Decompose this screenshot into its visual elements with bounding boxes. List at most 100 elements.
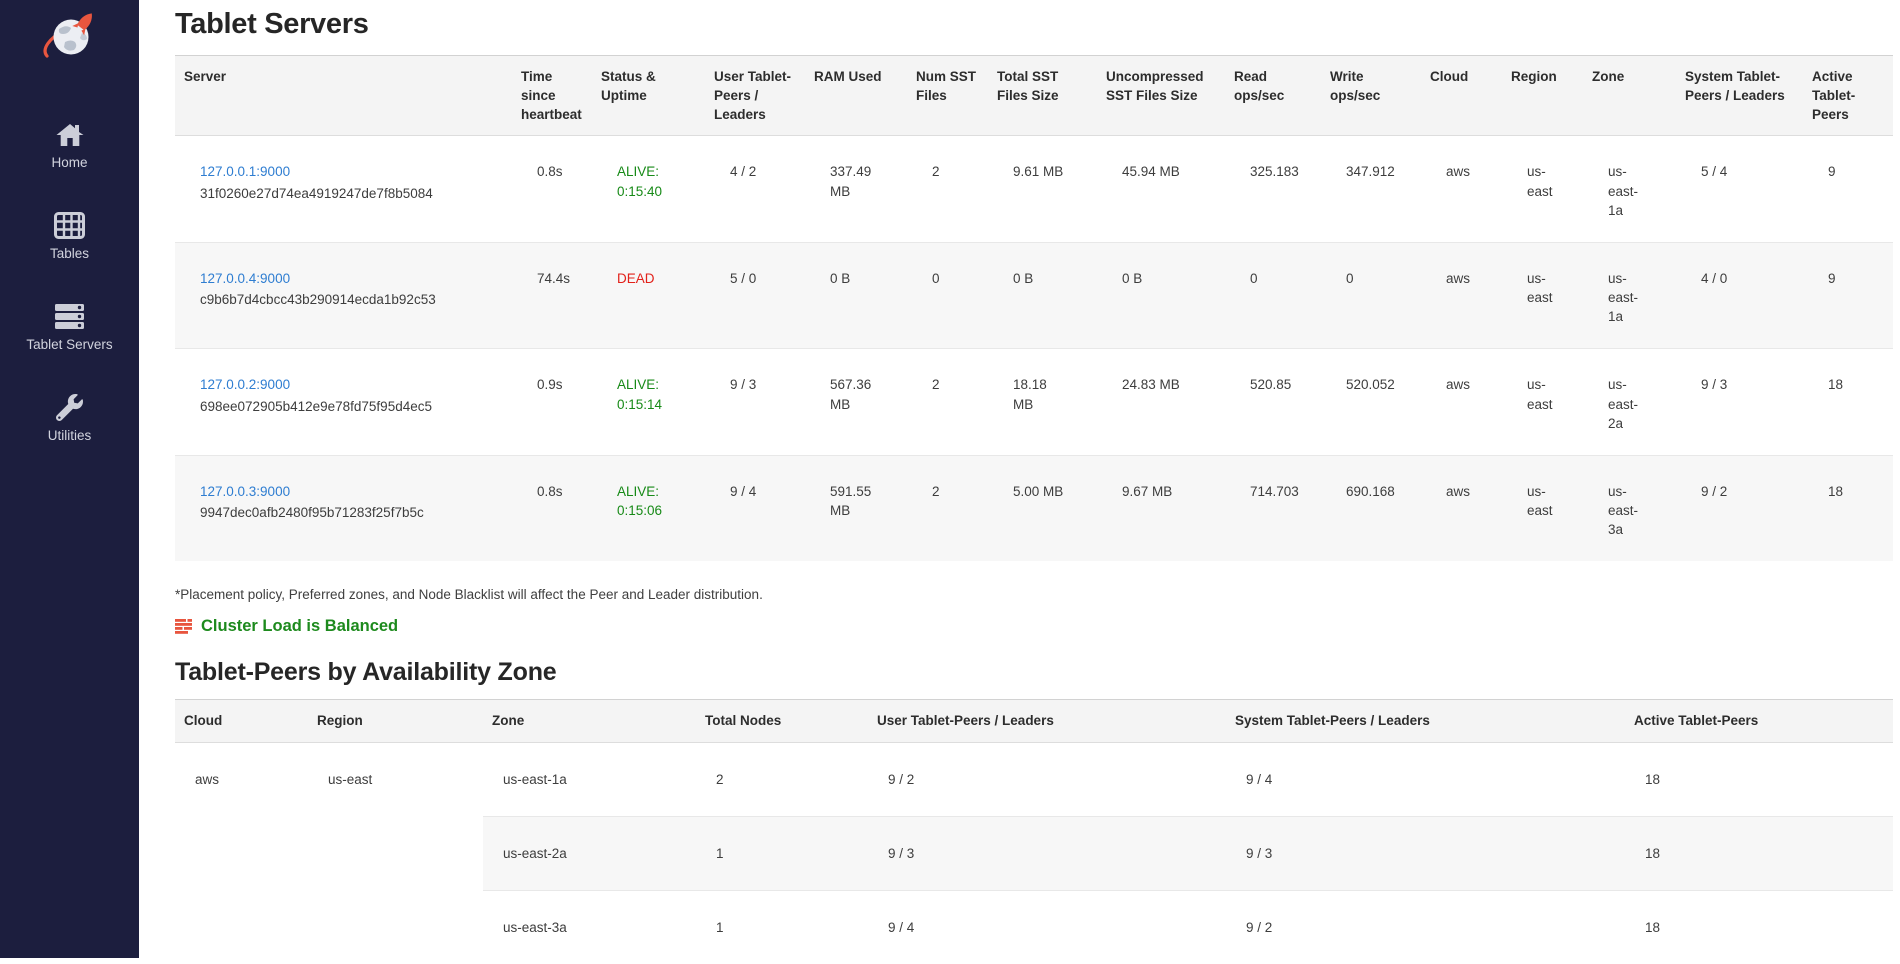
cell-heartbeat: 0.8s — [512, 454, 592, 562]
server-row: 127.0.0.4:9000 c9b6b7d4cbcc43b290914ecda… — [175, 241, 1893, 349]
server-link[interactable]: 127.0.0.1:9000 — [200, 164, 291, 180]
status-text: ALIVE: — [617, 377, 660, 393]
cell-region: us-east — [1502, 454, 1583, 562]
sidebar-item-tables[interactable]: Tables — [0, 212, 139, 261]
main-content: Tablet Servers Server Time since heartbe… — [139, 0, 1900, 964]
sidebar-item-label: Tables — [49, 246, 90, 261]
sidebar-nav: Home Tables — [0, 121, 139, 443]
col-header-zone: Zone — [1583, 54, 1676, 137]
sidebar-item-home[interactable]: Home — [0, 121, 139, 170]
col-header-user-peers: User Tablet-Peers / Leaders — [868, 699, 1226, 743]
server-row: 127.0.0.1:9000 31f0260e27d74ea4919247de7… — [175, 136, 1893, 242]
cell-heartbeat: 74.4s — [512, 241, 592, 349]
server-uuid: 698ee072905b412e9e78fd75f95d4ec5 — [200, 398, 432, 414]
col-header-system-peers: System Tablet-Peers / Leaders — [1676, 54, 1803, 137]
col-header-system-peers: System Tablet-Peers / Leaders — [1226, 699, 1625, 743]
cell-ram: 337.49 MB — [830, 164, 872, 199]
server-uuid: 9947dec0afb2480f95b71283f25f7b5c — [200, 505, 424, 521]
server-row: 127.0.0.3:9000 9947dec0afb2480f95b71283f… — [175, 454, 1893, 562]
cell-num-sst: 0 — [907, 241, 988, 349]
cell-ram: 567.36 MB — [805, 348, 907, 456]
load-balancer-icon — [175, 619, 192, 635]
zones-table: Cloud Region Zone Total Nodes User Table… — [175, 699, 1893, 964]
cell-total-nodes: 2 — [716, 771, 724, 787]
cell-total-nodes: 1 — [696, 815, 868, 891]
server-link[interactable]: 127.0.0.3:9000 — [200, 483, 291, 499]
cell-heartbeat: 0.8s — [537, 164, 563, 180]
col-header-cloud: Cloud — [1421, 54, 1502, 137]
status-text: DEAD — [617, 270, 655, 286]
col-header-heartbeat: Time since heartbeat — [512, 54, 592, 137]
cell-ram: 591.55 MB — [805, 454, 907, 562]
cell-server: 127.0.0.2:9000 698ee072905b412e9e78fd75f… — [175, 348, 512, 456]
cell-write-ops: 347.912 — [1346, 164, 1395, 180]
zone-row: us-east-3a 1 9 / 4 9 / 2 18 — [175, 889, 1893, 964]
cell-status: ALIVE: 0:15:14 — [592, 348, 705, 456]
cell-ram: 0 B — [805, 241, 907, 349]
zone-row: us-east-2a 1 9 / 3 9 / 3 18 — [175, 815, 1893, 891]
cell-num-sst: 2 — [907, 348, 988, 456]
cell-user-peers: 4 / 2 — [730, 164, 757, 180]
cell-cloud: aws — [195, 771, 220, 787]
cell-system-peers: 9 / 4 — [1246, 771, 1273, 787]
cell-total-sst: 9.61 MB — [1013, 164, 1064, 180]
placement-footnote: *Placement policy, Preferred zones, and … — [175, 587, 763, 603]
cell-write-ops: 520.052 — [1321, 348, 1421, 456]
col-header-active-peers: Active Tablet-Peers — [1625, 699, 1893, 743]
cell-region: us-east — [328, 771, 373, 787]
cell-uncompressed-sst: 9.67 MB — [1097, 454, 1225, 562]
cell-user-peers: 9 / 4 — [705, 454, 805, 562]
sidebar-item-utilities[interactable]: Utilities — [0, 394, 139, 443]
cell-region: us-east — [1502, 241, 1583, 349]
cell-cloud: aws — [1421, 241, 1502, 349]
server-link[interactable]: 127.0.0.2:9000 — [200, 377, 291, 393]
col-header-active-peers: Active Tablet-Peers — [1803, 54, 1893, 137]
col-header-cloud: Cloud — [175, 699, 308, 743]
cell-active-peers: 18 — [1803, 348, 1893, 456]
cluster-load-status: Cluster Load is Balanced — [175, 617, 1893, 636]
home-icon — [55, 121, 85, 148]
sidebar-item-label: Home — [51, 155, 88, 170]
cell-active-peers: 18 — [1803, 454, 1893, 562]
cell-system-peers: 9 / 2 — [1226, 889, 1625, 964]
cell-user-peers: 9 / 2 — [888, 771, 915, 787]
cell-heartbeat: 0.9s — [512, 348, 592, 456]
zone-row: aws us-east us-east-1a 2 9 / 2 9 / 4 18 — [175, 742, 1893, 816]
sidebar-item-tablet-servers[interactable]: Tablet Servers — [0, 303, 139, 352]
cell-system-peers: 9 / 2 — [1676, 454, 1803, 562]
cell-zone: us-east-2a — [483, 815, 696, 891]
rocket-globe-logo-icon — [40, 13, 100, 69]
col-header-total-nodes: Total Nodes — [696, 699, 868, 743]
cell-write-ops: 690.168 — [1321, 454, 1421, 562]
cell-cloud: aws — [1446, 164, 1471, 180]
cell-system-peers: 4 / 0 — [1676, 241, 1803, 349]
zones-table-header-row: Cloud Region Zone Total Nodes User Table… — [175, 699, 1893, 743]
server-row: 127.0.0.2:9000 698ee072905b412e9e78fd75f… — [175, 348, 1893, 456]
zones-section-title: Tablet-Peers by Availability Zone — [175, 658, 557, 687]
servers-table-header-row: Server Time since heartbeat Status & Upt… — [175, 54, 1893, 137]
cell-status: DEAD — [592, 241, 705, 349]
cell-total-nodes: 1 — [696, 889, 868, 964]
cell-active-peers: 9 — [1803, 241, 1893, 349]
cell-server: 127.0.0.3:9000 9947dec0afb2480f95b71283f… — [175, 454, 512, 562]
page-title: Tablet Servers — [175, 8, 369, 40]
cell-uncompressed-sst: 45.94 MB — [1122, 164, 1180, 180]
cell-total-sst: 0 B — [988, 241, 1097, 349]
col-header-status: Status & Uptime — [592, 54, 705, 137]
col-header-uncompressed-sst: Uncompressed SST Files Size — [1097, 54, 1225, 137]
yugabyte-logo[interactable] — [40, 10, 100, 69]
cell-status: ALIVE: 0:15:40 — [592, 136, 705, 242]
cell-uncompressed-sst: 0 B — [1097, 241, 1225, 349]
status-text: ALIVE: — [617, 483, 660, 499]
uptime-text: 0:15:06 — [617, 503, 663, 519]
cell-user-peers: 9 / 4 — [868, 889, 1226, 964]
col-header-server: Server — [175, 54, 512, 137]
col-header-num-sst: Num SST Files — [907, 54, 988, 137]
server-link[interactable]: 127.0.0.4:9000 — [200, 270, 291, 286]
server-uuid: c9b6b7d4cbcc43b290914ecda1b92c53 — [200, 292, 436, 308]
cell-user-peers: 9 / 3 — [868, 815, 1226, 891]
uptime-text: 0:15:40 — [617, 183, 663, 199]
cell-zone: us-east-1a — [1608, 164, 1639, 218]
tablet-servers-table: Server Time since heartbeat Status & Upt… — [175, 54, 1893, 562]
cell-read-ops: 0 — [1225, 241, 1321, 349]
